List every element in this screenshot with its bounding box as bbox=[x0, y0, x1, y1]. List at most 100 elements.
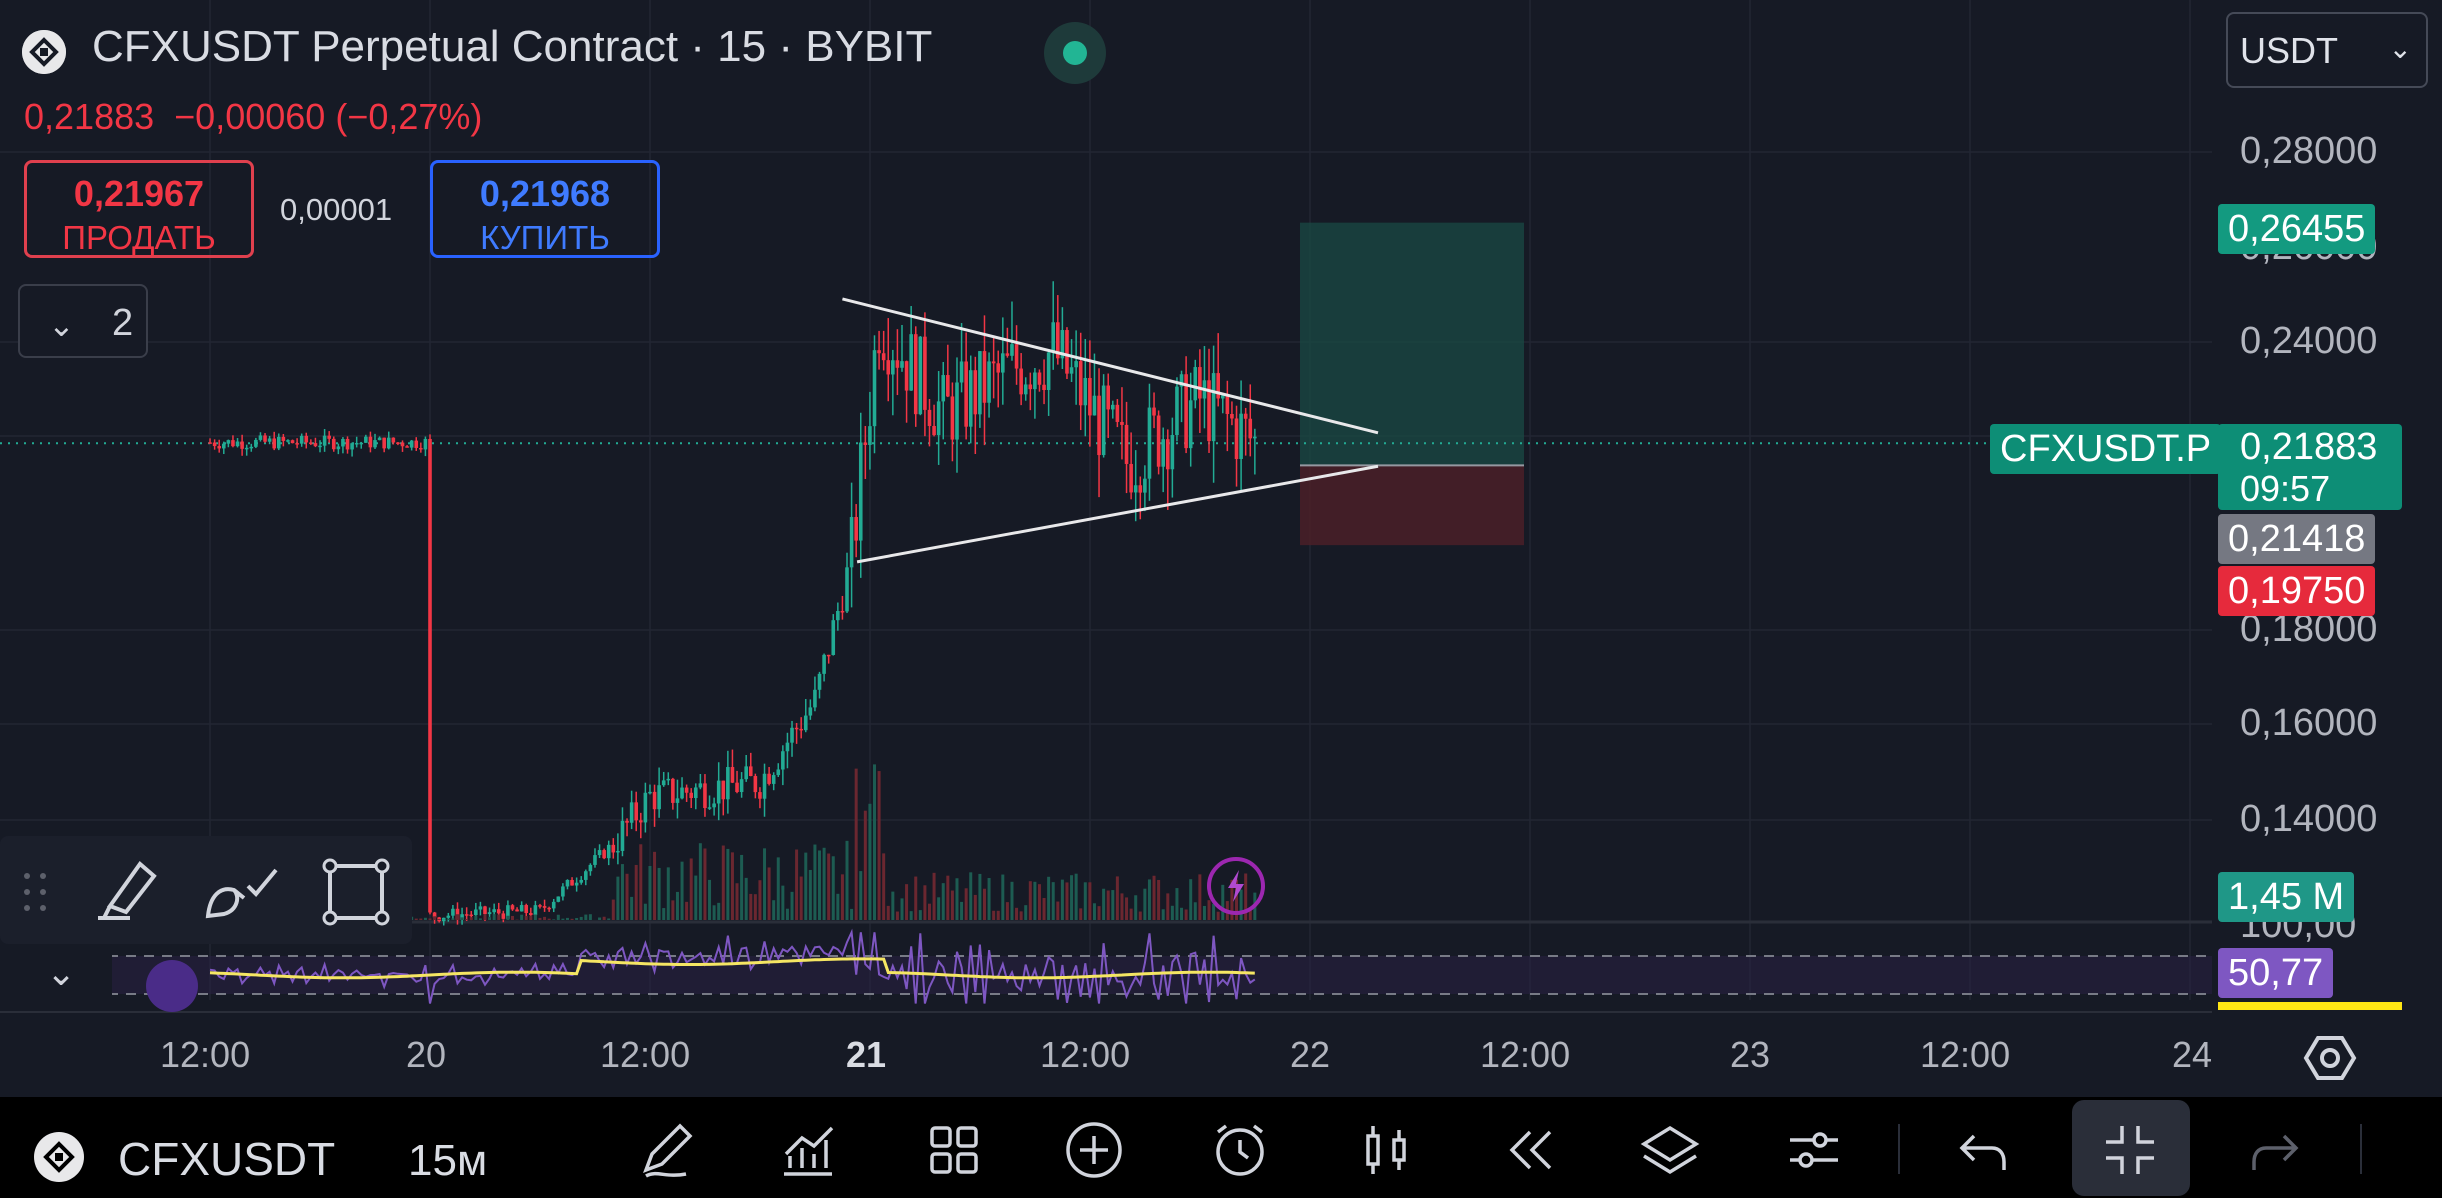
indicators-icon[interactable] bbox=[778, 1120, 838, 1185]
buy-button[interactable]: 0,21968 КУПИТЬ bbox=[430, 160, 660, 258]
candle-body bbox=[281, 436, 286, 441]
volume-bar bbox=[488, 917, 492, 920]
volume-bar bbox=[1056, 901, 1060, 920]
candle-body bbox=[730, 767, 735, 783]
last-price: 0,21883 bbox=[24, 96, 155, 137]
price-axis-label: 0,16000 bbox=[2240, 702, 2378, 744]
volume-bar bbox=[1184, 909, 1188, 920]
candle-body bbox=[1097, 395, 1101, 456]
candle-body bbox=[744, 766, 748, 780]
layers-icon[interactable] bbox=[1640, 1120, 1700, 1185]
volume-bar bbox=[666, 867, 670, 920]
candle-body bbox=[634, 802, 639, 821]
current-price-tag: 0,21883 09:57 bbox=[2218, 424, 2402, 510]
drawing-tool-icon[interactable] bbox=[636, 1120, 696, 1185]
add-icon[interactable] bbox=[1064, 1120, 1124, 1185]
highlighter-icon[interactable] bbox=[90, 856, 170, 931]
price-chart[interactable] bbox=[0, 0, 2442, 1098]
volume-bar bbox=[510, 915, 514, 920]
bar-countdown: 09:57 bbox=[2240, 468, 2331, 509]
bybit-logo bbox=[22, 30, 66, 74]
volume-bar bbox=[726, 848, 730, 920]
volume-bar bbox=[914, 876, 918, 920]
redo-icon[interactable] bbox=[2246, 1120, 2306, 1185]
volume-bar bbox=[882, 853, 886, 920]
price-change: −0,00060 (−0,27%) bbox=[174, 96, 483, 137]
candle-body bbox=[836, 610, 840, 621]
currency-select[interactable]: USDT ⌄ bbox=[2226, 12, 2428, 88]
candle-body bbox=[762, 773, 767, 799]
chart-type-candles-icon[interactable] bbox=[1356, 1120, 1416, 1185]
volume-bar bbox=[575, 918, 579, 920]
candle-body bbox=[588, 864, 593, 872]
indicators-toggle-button[interactable]: ⌄ 2 bbox=[18, 284, 148, 358]
buy-price: 0,21968 bbox=[479, 173, 611, 214]
candle-body bbox=[1239, 413, 1243, 459]
drag-handle-icon[interactable] bbox=[20, 870, 50, 919]
exit-fullscreen-icon[interactable] bbox=[2100, 1120, 2160, 1185]
volume-bar bbox=[607, 918, 611, 920]
candle-body bbox=[1211, 373, 1216, 442]
volume-bar bbox=[808, 869, 812, 920]
candle-body bbox=[313, 443, 318, 447]
chart-settings-icon[interactable] bbox=[2302, 1030, 2358, 1091]
volume-tag: 1,45 M bbox=[2218, 872, 2355, 922]
volume-bar bbox=[749, 893, 753, 920]
candle-body bbox=[561, 886, 565, 897]
candle-body bbox=[1023, 384, 1028, 395]
chevron-down-icon: ⌄ bbox=[2388, 33, 2412, 64]
candle-body bbox=[868, 426, 872, 445]
candle-body bbox=[1156, 415, 1161, 467]
candle-body bbox=[629, 802, 634, 823]
candle-body bbox=[1046, 352, 1051, 391]
candle-body bbox=[936, 401, 941, 436]
indicator-pane-toggle[interactable]: ⌄ bbox=[0, 946, 112, 1010]
volume-bar bbox=[831, 856, 835, 920]
volume-bar bbox=[937, 897, 941, 920]
candle-body bbox=[1133, 485, 1138, 493]
entry-price-tag: 0,21418 bbox=[2218, 514, 2376, 564]
volume-bar bbox=[533, 914, 537, 920]
lightning-icon[interactable] bbox=[1206, 856, 1266, 916]
candle-body bbox=[290, 440, 295, 444]
volume-bar bbox=[657, 867, 661, 920]
symbol-title[interactable]: CFXUSDT Perpetual Contract · 15 · BYBIT bbox=[92, 22, 933, 71]
time-axis-label: 23 bbox=[1730, 1034, 1771, 1075]
timeframe-button[interactable]: 15м bbox=[408, 1136, 488, 1185]
candle-body bbox=[1060, 330, 1065, 359]
brush-icon[interactable] bbox=[200, 856, 280, 931]
undo-icon[interactable] bbox=[1952, 1120, 2012, 1185]
candle-body bbox=[1253, 436, 1257, 439]
candle-body bbox=[565, 879, 570, 887]
candle-body bbox=[547, 907, 551, 910]
candle-body bbox=[428, 438, 432, 913]
volume-bar bbox=[446, 918, 450, 920]
volume-bar bbox=[1042, 897, 1046, 920]
volume-bar bbox=[1120, 893, 1124, 920]
settings-sliders-icon[interactable] bbox=[1784, 1120, 1844, 1185]
candle-body bbox=[1147, 407, 1152, 479]
replay-icon[interactable] bbox=[146, 960, 198, 1012]
time-axis-label: 24 bbox=[2172, 1034, 2213, 1075]
volume-bar bbox=[520, 914, 524, 920]
volume-bar bbox=[730, 852, 734, 920]
volume-bar bbox=[781, 885, 785, 920]
candle-body bbox=[1069, 367, 1074, 374]
volume-bar bbox=[1198, 874, 1202, 920]
volume-bar bbox=[767, 867, 771, 920]
rectangle-icon[interactable] bbox=[318, 854, 394, 935]
current-price: 0,21883 bbox=[2240, 426, 2378, 468]
volume-bar bbox=[556, 914, 560, 920]
sell-button[interactable]: 0,21967 ПРОДАТЬ bbox=[24, 160, 254, 258]
layouts-grid-icon[interactable] bbox=[924, 1120, 984, 1185]
volume-bar bbox=[918, 910, 922, 920]
replay-rewind-icon[interactable] bbox=[1500, 1120, 1560, 1185]
volume-bar bbox=[932, 872, 936, 920]
candle-body bbox=[693, 787, 698, 799]
volume-bar bbox=[1088, 882, 1092, 920]
volume-bar bbox=[1115, 876, 1119, 920]
alarm-icon[interactable] bbox=[1210, 1120, 1270, 1185]
volume-bar bbox=[785, 908, 789, 920]
symbol-search-button[interactable]: CFXUSDT bbox=[118, 1133, 336, 1185]
candle-body bbox=[900, 361, 904, 368]
